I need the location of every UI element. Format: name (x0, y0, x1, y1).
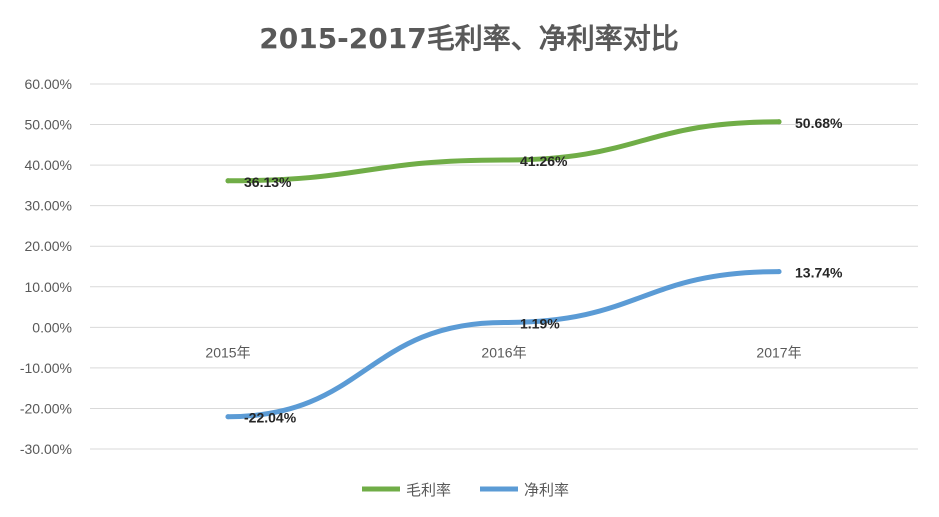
x-tick-label: 2015年 (205, 344, 250, 360)
x-tick-label: 2017年 (756, 344, 801, 360)
y-tick-label: 40.00% (25, 157, 72, 173)
y-tick-label: 30.00% (25, 198, 72, 214)
data-point (225, 414, 231, 420)
data-point (776, 269, 782, 275)
y-tick-label: 20.00% (25, 238, 72, 254)
y-tick-label: 50.00% (25, 117, 72, 133)
gridlines (90, 83, 918, 450)
data-label: 13.74% (795, 265, 843, 281)
y-tick-label: -20.00% (20, 400, 72, 416)
series-line-1 (225, 119, 782, 184)
x-axis-ticks: 2015年 2016年 2017年 (205, 344, 801, 360)
data-point (225, 178, 231, 184)
data-labels: 36.13% 41.26% 50.68% -22.04% 1.19% 13.74% (244, 115, 843, 426)
data-point (501, 320, 507, 326)
y-tick-label: 60.00% (25, 76, 72, 92)
data-label: -22.04% (244, 410, 297, 426)
legend-label: 净利率 (524, 481, 569, 499)
data-point (501, 157, 507, 163)
legend-label: 毛利率 (406, 481, 451, 499)
y-tick-label: 0.00% (32, 319, 72, 335)
data-label: 1.19% (520, 316, 560, 332)
legend: 毛利率 净利率 (362, 481, 569, 499)
data-label: 36.13% (244, 174, 292, 190)
x-tick-label: 2016年 (481, 344, 526, 360)
data-label: 50.68% (795, 115, 843, 131)
y-tick-label: -10.00% (20, 360, 72, 376)
chart-title: 2015-2017毛利率、净利率对比 (259, 22, 678, 55)
y-tick-label: 10.00% (25, 279, 72, 295)
y-axis-ticks: 60.00% 50.00% 40.00% 30.00% 20.00% 10.00% 0.00… (20, 76, 72, 457)
series-lines (225, 119, 782, 420)
data-point (776, 119, 782, 125)
data-label: 41.26% (520, 153, 568, 169)
y-tick-label: -30.00% (20, 441, 72, 457)
